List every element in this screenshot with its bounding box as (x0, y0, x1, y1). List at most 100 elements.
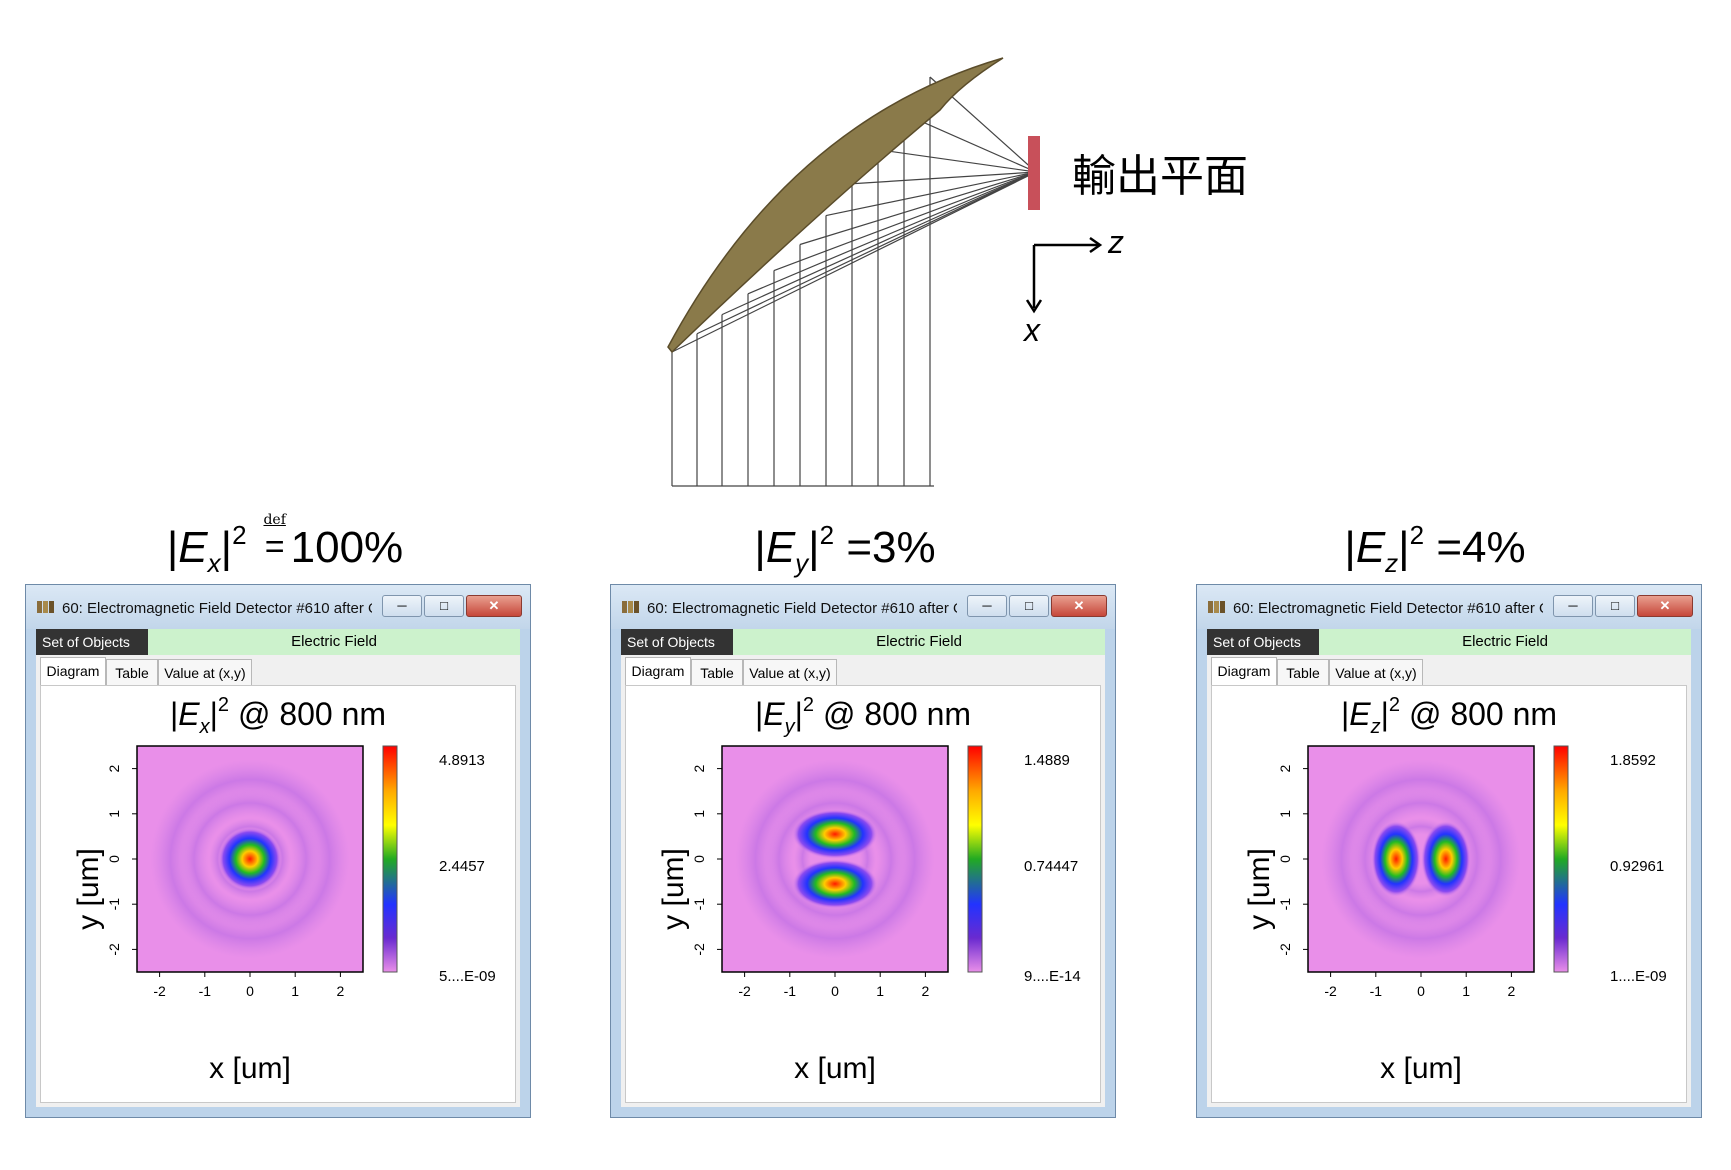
window-titlebar[interactable]: 60: Electromagnetic Field Detector #610 … (611, 585, 1115, 629)
electric-field-tab[interactable]: Electric Field (1462, 633, 1548, 650)
close-button[interactable]: ✕ (466, 595, 522, 617)
intensity-lobe (792, 809, 878, 859)
set-of-objects-tab[interactable]: Set of Objects (36, 629, 148, 655)
y-tick-label: -1 (691, 898, 707, 911)
x-tick-label: 2 (922, 983, 930, 999)
tab-diagram[interactable]: Diagram (1211, 657, 1277, 685)
reflected-ray (877, 149, 1037, 173)
tab-diagram[interactable]: Diagram (625, 657, 691, 685)
window-client: Set of Objects Electric Field Diagram Ta… (36, 629, 520, 1107)
y-tick-label: -2 (106, 943, 122, 956)
tab-value-at-xy[interactable]: Value at (x,y) (1329, 659, 1423, 685)
colorbar-mid-label: 0.74447 (1024, 858, 1079, 875)
reflected-ray (747, 171, 1037, 295)
maximize-button[interactable]: □ (1009, 595, 1049, 617)
maximize-icon: □ (440, 598, 448, 613)
colorbar-max-label: 1.8592 (1610, 752, 1656, 769)
colorbar-max-label: 1.4889 (1024, 752, 1070, 769)
output-plane-label: 輸出平面 (1072, 151, 1248, 202)
window-client: Set of Objects Electric Field Diagram Ta… (621, 629, 1105, 1107)
window-title: 60: Electromagnetic Field Detector #610 … (1233, 600, 1543, 617)
y-tick-label: -1 (1277, 898, 1293, 911)
output-plane-marker (1028, 136, 1040, 210)
x-axis-label: x [um] (209, 1052, 291, 1085)
tab-value-at-xy[interactable]: Value at (x,y) (158, 659, 252, 685)
reflected-ray (851, 171, 1037, 185)
y-axis-label: y [um] (1243, 848, 1276, 930)
minimize-button[interactable]: ─ (967, 595, 1007, 617)
reflected-ray (671, 171, 1037, 353)
minimize-button[interactable]: ─ (1553, 595, 1593, 617)
x-tick-label: 0 (246, 983, 254, 999)
x-tick-label: 2 (337, 983, 345, 999)
field-plot[interactable]: -2 -1 0 1 2 2 1 0 -1 -2 (1212, 686, 1682, 1102)
detector-window[interactable]: 60: Electromagnetic Field Detector #610 … (1196, 584, 1702, 1118)
parabolic-mirror (667, 57, 1004, 354)
reflected-ray (773, 171, 1037, 272)
headline-ey-value: 3% (872, 523, 936, 572)
window-titlebar[interactable]: 60: Electromagnetic Field Detector #610 … (1197, 585, 1701, 629)
x-tick-label: -2 (153, 983, 166, 999)
x-tick-label: 0 (831, 983, 839, 999)
x-tick-label: -2 (738, 983, 751, 999)
set-of-objects-tab[interactable]: Set of Objects (621, 629, 733, 655)
y-tick-label: 0 (1277, 855, 1293, 863)
headline-ez: |Ez|2 =4% (1344, 520, 1526, 578)
reflected-ray (799, 171, 1037, 246)
x-tick-label: 1 (1462, 983, 1470, 999)
app-icon (37, 601, 54, 613)
x-tick-label: 1 (291, 983, 299, 999)
axis-x-label: x (1024, 312, 1040, 348)
close-button[interactable]: ✕ (1051, 595, 1107, 617)
intensity-lobe (218, 827, 282, 891)
maximize-icon: □ (1025, 598, 1033, 613)
tab-table[interactable]: Table (691, 659, 743, 685)
x-tick-label: -1 (199, 983, 212, 999)
minimize-button[interactable]: ─ (382, 595, 422, 617)
colorbar (967, 745, 983, 973)
x-tick-label: -1 (1370, 983, 1383, 999)
close-icon: ✕ (488, 598, 500, 613)
window-client: Set of Objects Electric Field Diagram Ta… (1207, 629, 1691, 1107)
y-tick-label: 1 (691, 810, 707, 818)
close-icon: ✕ (1659, 598, 1671, 613)
diagram-panel: |Ey|2 @ 800 nm -2 -1 0 1 2 2 1 0 -1 -2 1.4889 0.7… (625, 685, 1101, 1103)
coordinate-axes (1025, 236, 1103, 314)
ray-bundle (671, 76, 1037, 487)
detector-window[interactable]: 60: Electromagnetic Field Detector #610 … (25, 584, 531, 1118)
defined-as-symbol: def = (263, 512, 286, 566)
colorbar (1553, 745, 1569, 973)
tab-table[interactable]: Table (1277, 659, 1329, 685)
electric-field-tab[interactable]: Electric Field (876, 633, 962, 650)
tab-table[interactable]: Table (106, 659, 158, 685)
colorbar (382, 745, 398, 973)
electric-field-tab[interactable]: Electric Field (291, 633, 377, 650)
intensity-lobe (1371, 820, 1421, 898)
x-tick-label: 1 (876, 983, 884, 999)
field-plot[interactable]: -2 -1 0 1 2 2 1 0 -1 -2 (41, 686, 511, 1102)
close-icon: ✕ (1073, 598, 1085, 613)
plot-title: |Ez|2 @ 800 nm (1340, 694, 1558, 738)
intensity-lobe (1421, 820, 1471, 898)
close-button[interactable]: ✕ (1637, 595, 1693, 617)
field-plot[interactable]: -2 -1 0 1 2 2 1 0 -1 -2 (626, 686, 1096, 1102)
headline-ez-value: 4% (1462, 523, 1526, 572)
reflected-ray (825, 171, 1037, 217)
detector-window[interactable]: 60: Electromagnetic Field Detector #610 … (610, 584, 1116, 1118)
minimize-icon: ─ (397, 598, 407, 613)
object-bar: Set of Objects Electric Field (621, 629, 1105, 655)
x-tick-label: -2 (1324, 983, 1337, 999)
window-title: 60: Electromagnetic Field Detector #610 … (62, 600, 372, 617)
y-axis-label: y [um] (72, 848, 105, 930)
window-titlebar[interactable]: 60: Electromagnetic Field Detector #610 … (26, 585, 530, 629)
window-title: 60: Electromagnetic Field Detector #610 … (647, 600, 957, 617)
y-tick-label: 2 (1277, 764, 1293, 772)
app-icon (622, 601, 639, 613)
set-of-objects-tab[interactable]: Set of Objects (1207, 629, 1319, 655)
reflected-ray (696, 171, 1037, 335)
maximize-button[interactable]: □ (424, 595, 464, 617)
tab-value-at-xy[interactable]: Value at (x,y) (743, 659, 837, 685)
maximize-button[interactable]: □ (1595, 595, 1635, 617)
object-bar: Set of Objects Electric Field (1207, 629, 1691, 655)
tab-diagram[interactable]: Diagram (40, 657, 106, 685)
